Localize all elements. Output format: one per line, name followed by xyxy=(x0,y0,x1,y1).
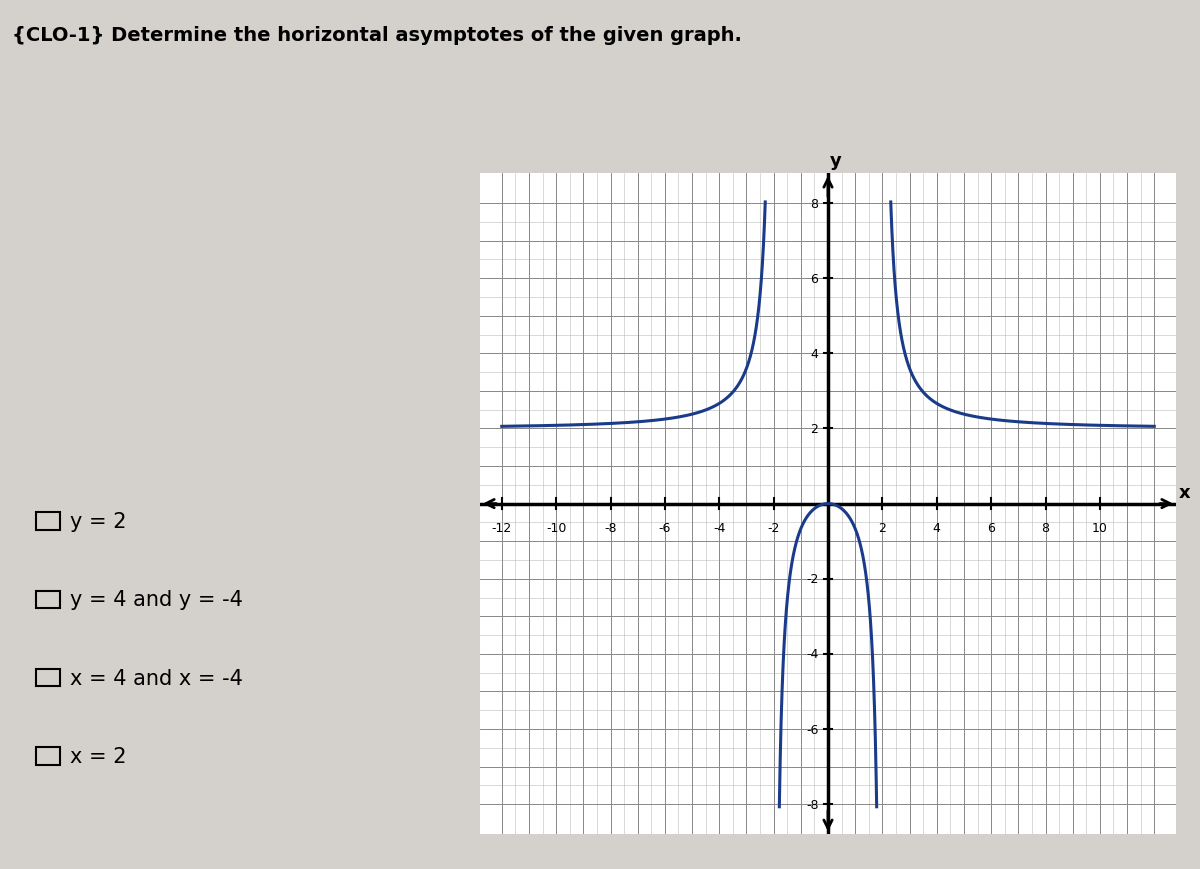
Text: -2: -2 xyxy=(768,521,780,534)
Text: -4: -4 xyxy=(806,647,818,660)
Text: -2: -2 xyxy=(806,573,818,586)
Text: -8: -8 xyxy=(806,798,818,811)
Text: 6: 6 xyxy=(988,521,995,534)
Text: -4: -4 xyxy=(713,521,726,534)
Text: y: y xyxy=(830,152,842,170)
Text: 2: 2 xyxy=(878,521,887,534)
Text: 10: 10 xyxy=(1092,521,1108,534)
Text: y = 2: y = 2 xyxy=(70,512,126,531)
Text: 6: 6 xyxy=(811,272,818,285)
Text: -10: -10 xyxy=(546,521,566,534)
Text: x: x xyxy=(1178,484,1190,501)
Text: {CLO-1} Determine the horizontal asymptotes of the given graph.: {CLO-1} Determine the horizontal asympto… xyxy=(12,26,742,45)
Text: -6: -6 xyxy=(659,521,671,534)
Text: x = 4 and x = -4: x = 4 and x = -4 xyxy=(70,668,242,687)
Text: 4: 4 xyxy=(811,348,818,361)
Text: 2: 2 xyxy=(811,422,818,435)
Text: -8: -8 xyxy=(605,521,617,534)
Text: 8: 8 xyxy=(810,197,818,210)
Text: x = 2: x = 2 xyxy=(70,746,126,766)
Text: 8: 8 xyxy=(1042,521,1050,534)
Text: 4: 4 xyxy=(932,521,941,534)
Text: y = 4 and y = -4: y = 4 and y = -4 xyxy=(70,590,242,609)
Text: -12: -12 xyxy=(492,521,512,534)
Text: -6: -6 xyxy=(806,723,818,736)
